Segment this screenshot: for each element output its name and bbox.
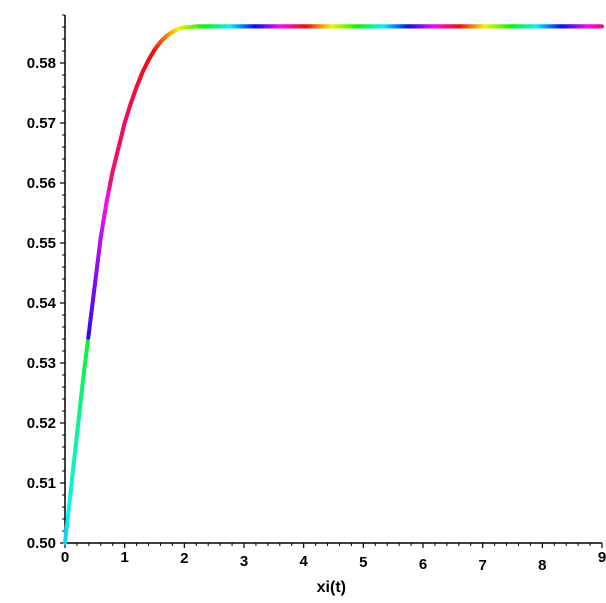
y-tick-label: 0.56 bbox=[27, 175, 56, 192]
x-tick-label: 5 bbox=[359, 554, 367, 571]
y-tick-label: 0.58 bbox=[27, 55, 56, 72]
x-tick-label: 9 bbox=[598, 549, 606, 566]
x-axis-title: xi(t) bbox=[317, 579, 346, 596]
x-tick-label: 2 bbox=[180, 550, 188, 567]
x-tick-label: 0 bbox=[61, 549, 69, 566]
y-tick-label: 0.53 bbox=[27, 355, 56, 372]
x-tick-label: 8 bbox=[538, 557, 546, 574]
x-axis-ticks: 0 1 2 3 4 5 6 7 8 9 bbox=[61, 543, 606, 574]
x-tick-label: 3 bbox=[240, 553, 248, 570]
y-axis-ticks: 0.50 0.51 0.52 0.53 0.54 0.55 0.56 0.57 0.58 bbox=[27, 14, 65, 552]
x-tick-label: 1 bbox=[120, 549, 128, 566]
y-tick-label: 0.51 bbox=[27, 475, 56, 492]
y-tick-label: 0.55 bbox=[27, 235, 56, 252]
x-tick-label: 4 bbox=[299, 553, 308, 570]
y-tick-label: 0.50 bbox=[27, 535, 56, 552]
series-line bbox=[63, 24, 604, 545]
y-tick-label: 0.57 bbox=[27, 115, 56, 132]
x-tick-label: 7 bbox=[478, 557, 486, 574]
y-tick-label: 0.52 bbox=[27, 415, 56, 432]
y-tick-label: 0.54 bbox=[27, 295, 57, 312]
chart-axes bbox=[64, 15, 602, 544]
x-tick-label: 6 bbox=[419, 556, 427, 573]
